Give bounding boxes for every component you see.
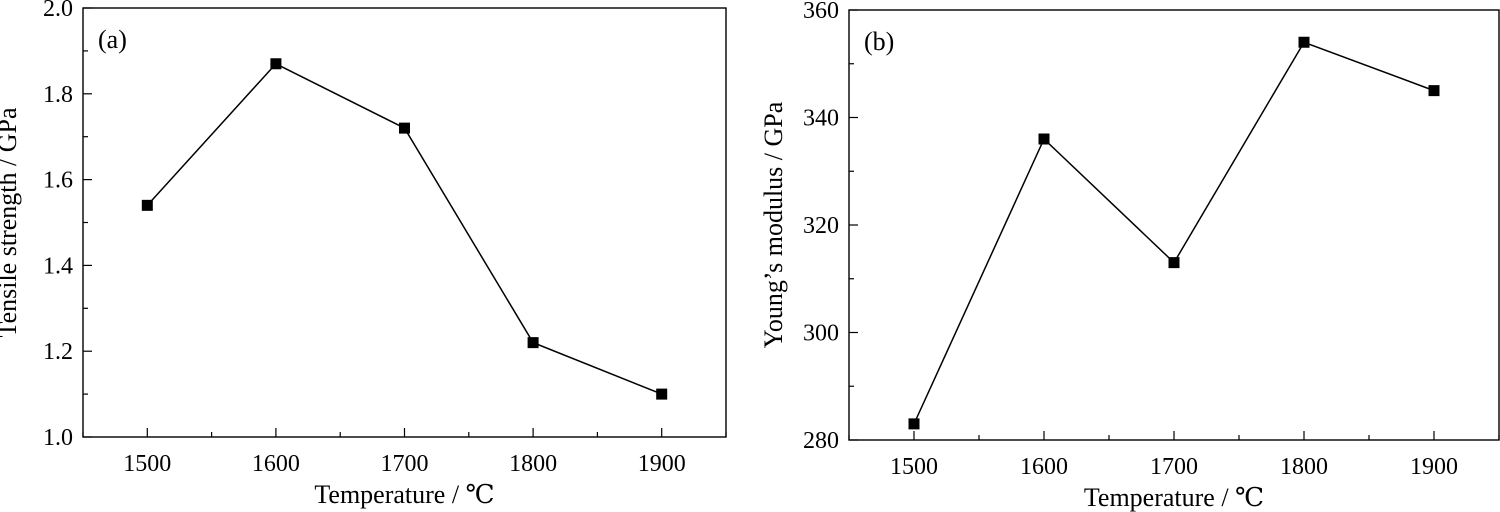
y-tick-label: 360 [803, 0, 839, 24]
chart-panel-b: 1500 1600 1700 1800 1900 280 300 320 340 360 (b)… [759, 0, 1500, 512]
panel-label: (b) [864, 27, 894, 56]
data-point-marker [270, 58, 282, 70]
x-axis-label: Temperature / ℃ [314, 480, 494, 509]
y-tick-label: 320 [803, 213, 839, 239]
y-tick-label: 340 [803, 106, 839, 132]
y-tick-label: 2.0 [43, 0, 73, 22]
y-axis-label: Tensile strength / GPa [0, 107, 22, 337]
series-line [913, 41, 1435, 425]
y-tick-label: 1.6 [43, 168, 73, 194]
x-tick-label: 1700 [381, 451, 429, 477]
chart-panel-a: 1500 1600 1700 1800 1900 1.01.21.41.61.82.0 … [0, 0, 727, 509]
y-tick-label: 1.8 [43, 82, 73, 108]
series-layer [908, 36, 1440, 430]
x-tick-label: 1500 [890, 454, 938, 480]
series-layer [141, 58, 668, 400]
y-tick-label: 1.0 [43, 425, 73, 451]
x-tick-label: 1700 [1150, 454, 1198, 480]
data-point-marker [1168, 257, 1180, 269]
y-axis-label: Young’s modulus / GPa [759, 101, 788, 348]
data-point-marker [1298, 36, 1310, 48]
data-point-marker [141, 199, 153, 211]
plot-frame [848, 9, 1500, 441]
data-point-marker [399, 122, 410, 134]
y-tick-label: 300 [803, 321, 839, 347]
series-line [146, 62, 662, 395]
data-point-marker [908, 418, 920, 430]
y-ticks: 280 300 320 340 360 [803, 0, 858, 454]
panel-label: (a) [98, 25, 127, 54]
data-point-marker [656, 388, 668, 400]
x-axis-label: Temperature / ℃ [1084, 483, 1264, 512]
x-tick-label: 1800 [509, 451, 557, 477]
x-tick-label: 1800 [1280, 454, 1328, 480]
data-point-marker [1428, 85, 1440, 97]
data-point-marker [1038, 133, 1050, 145]
y-ticks: 1.0 1.2 1.4 1.6 1.8 2.0 [43, 0, 92, 451]
x-tick-label: 1900 [1410, 454, 1458, 480]
x-tick-label: 1600 [1020, 454, 1068, 480]
y-tick-label: 280 [803, 428, 839, 454]
x-tick-label: 1500 [123, 451, 171, 477]
y-tick-label: 1.4 [43, 253, 73, 279]
data-point-marker [527, 337, 539, 349]
plot-frame [82, 7, 727, 438]
x-ticks: 1500 1600 1700 1800 1900 [848, 431, 1500, 480]
x-tick-label: 1900 [638, 451, 686, 477]
y-tick-label: 1.2 [43, 339, 73, 365]
x-tick-label: 1600 [252, 451, 300, 477]
x-ticks: 1500 1600 1700 1800 1900 [82, 428, 727, 477]
